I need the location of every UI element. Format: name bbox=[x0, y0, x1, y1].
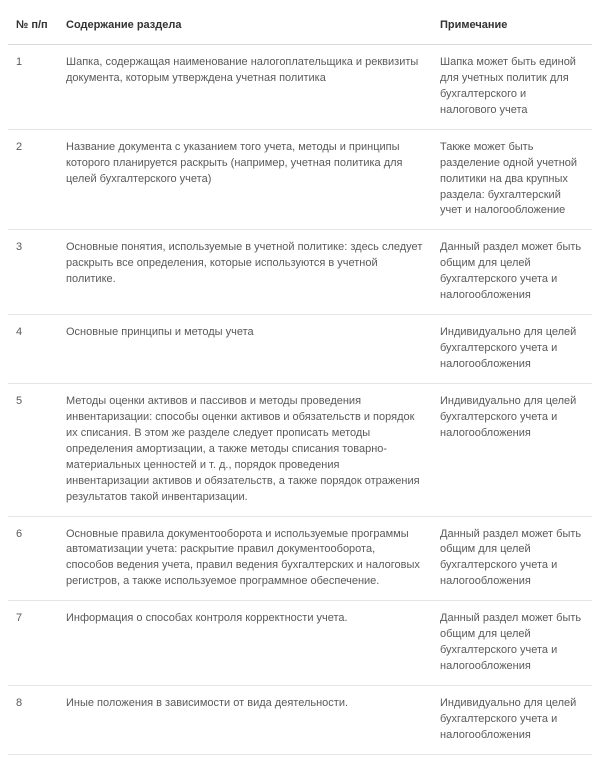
cell-content: Информация о способах контроля корректно… bbox=[58, 601, 432, 686]
cell-note: Данный раздел может быть общим для целей… bbox=[432, 601, 592, 686]
cell-note: Индивидуально для целей бухгалтерского у… bbox=[432, 686, 592, 755]
cell-num: 4 bbox=[8, 315, 58, 384]
table-row: 3 Основные понятия, используемые в учетн… bbox=[8, 230, 592, 315]
table-row: 5 Методы оценки активов и пассивов и мет… bbox=[8, 383, 592, 516]
cell-note: Данный раздел может быть общим для целей… bbox=[432, 230, 592, 315]
cell-content: Методы оценки активов и пассивов и метод… bbox=[58, 383, 432, 516]
col-header-num: № п/п bbox=[8, 8, 58, 44]
cell-note: Шапка может быть единой для учетных поли… bbox=[432, 44, 592, 129]
cell-content: Основные правила документооборота и испо… bbox=[58, 516, 432, 601]
table-row: 6 Основные правила документооборота и ис… bbox=[8, 516, 592, 601]
table-header-row: № п/п Содержание раздела Примечание bbox=[8, 8, 592, 44]
table-row: 8 Иные положения в зависимости от вида д… bbox=[8, 686, 592, 755]
cell-content: Шапка, содержащая наименование налогопла… bbox=[58, 44, 432, 129]
cell-content: Основные принципы и методы учета bbox=[58, 315, 432, 384]
cell-num: 8 bbox=[8, 686, 58, 755]
col-header-content: Содержание раздела bbox=[58, 8, 432, 44]
table-row: 7 Информация о способах контроля коррект… bbox=[8, 601, 592, 686]
cell-note: Индивидуально для целей бухгалтерского у… bbox=[432, 383, 592, 516]
cell-content: Название документа с указанием того учет… bbox=[58, 129, 432, 230]
cell-note: Также может быть разделение одной учетно… bbox=[432, 129, 592, 230]
cell-note: Индивидуально для целей бухгалтерского у… bbox=[432, 315, 592, 384]
table-row: 1 Шапка, содержащая наименование налогоп… bbox=[8, 44, 592, 129]
cell-num: 7 bbox=[8, 601, 58, 686]
cell-num: 1 bbox=[8, 44, 58, 129]
cell-num: 2 bbox=[8, 129, 58, 230]
col-header-note: Примечание bbox=[432, 8, 592, 44]
cell-content: Иные положения в зависимости от вида дея… bbox=[58, 686, 432, 755]
cell-num: 5 bbox=[8, 383, 58, 516]
cell-note: Данный раздел может быть общим для целей… bbox=[432, 516, 592, 601]
cell-content: Основные понятия, используемые в учетной… bbox=[58, 230, 432, 315]
table-row: 2 Название документа с указанием того уч… bbox=[8, 129, 592, 230]
cell-num: 6 bbox=[8, 516, 58, 601]
table-row: 4 Основные принципы и методы учета Индив… bbox=[8, 315, 592, 384]
policy-structure-table: № п/п Содержание раздела Примечание 1 Ша… bbox=[8, 8, 592, 755]
cell-num: 3 bbox=[8, 230, 58, 315]
table-body: 1 Шапка, содержащая наименование налогоп… bbox=[8, 44, 592, 754]
